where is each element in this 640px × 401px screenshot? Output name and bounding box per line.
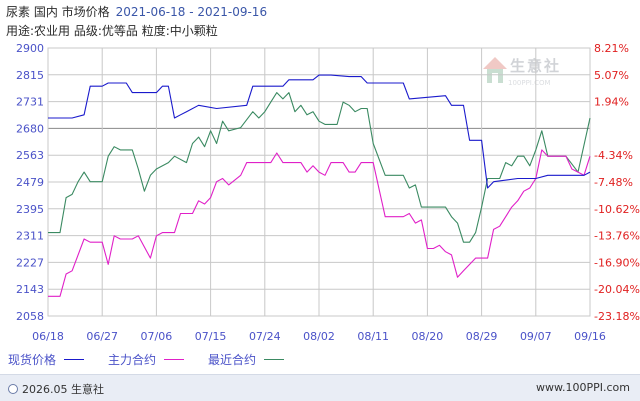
series-line-spot-price [48, 74, 591, 189]
y-right-tick-label: -7.48% [594, 176, 633, 189]
copyright-text: 2026.05 生意社 [8, 381, 104, 397]
watermark-text: 生意社 [510, 57, 562, 75]
y-right-tick-label: 1.94% [594, 96, 629, 109]
y-right-tick-label: 8.21% [594, 42, 629, 55]
x-tick-label: 07/24 [249, 330, 281, 343]
series-line-latest-contract [48, 92, 591, 243]
legend: 现货价格 主力合约 最近合约 [8, 351, 308, 368]
y-right-tick-label: 5.07% [594, 69, 629, 82]
site-link[interactable]: www.100PPI.com [536, 381, 630, 394]
copyright-icon [8, 384, 18, 394]
y-left-tick-label: 2815 [16, 69, 44, 82]
y-left-tick-label: 2311 [16, 230, 44, 243]
x-tick-label: 07/06 [141, 330, 173, 343]
footer-bar: 2026.05 生意社 www.100PPI.com [0, 374, 640, 401]
chart-title: 尿素 国内 市场价格 2021-06-18 - 2021-09-16 [6, 3, 267, 20]
y-right-tick-label: -23.18% [594, 310, 640, 323]
y-right-tick-label: -16.90% [594, 256, 640, 269]
y-right-tick-label: -20.04% [594, 283, 640, 296]
date-range: 2021-06-18 - 2021-09-16 [115, 5, 268, 19]
y-left-tick-label: 2900 [16, 42, 44, 55]
watermark-url: 100PPI.COM [508, 79, 551, 87]
chart-title-text: 尿素 国内 市场价格 [6, 5, 110, 19]
x-tick-label: 09/07 [520, 330, 552, 343]
y-left-tick-label: 2563 [16, 149, 44, 162]
x-tick-label: 08/02 [303, 330, 335, 343]
x-tick-label: 08/11 [357, 330, 389, 343]
series-line-main-contract [48, 149, 591, 297]
legend-swatch [264, 359, 285, 360]
legend-label: 主力合约 [108, 353, 157, 367]
watermark-logo: 生意社 100PPI.COM [482, 55, 578, 95]
chart-subtitle: 用途:农业用 品级:优等品 粒度:中小颗粒 [6, 24, 218, 38]
legend-label: 最近合约 [208, 353, 257, 367]
x-tick-label: 07/15 [195, 330, 227, 343]
y-left-tick-label: 2227 [16, 256, 44, 269]
copyright-label: 2026.05 生意社 [22, 383, 104, 396]
house-logo-icon [483, 57, 507, 83]
y-left-tick-label: 2058 [16, 310, 44, 323]
x-tick-label: 09/16 [574, 330, 606, 343]
legend-swatch [64, 359, 85, 360]
x-tick-label: 08/29 [466, 330, 498, 343]
legend-label: 现货价格 [8, 353, 57, 367]
y-left-tick-label: 2395 [16, 203, 44, 216]
y-right-tick-label: -10.62% [594, 203, 640, 216]
legend-swatch [164, 359, 185, 360]
x-tick-label: 08/20 [412, 330, 444, 343]
y-right-tick-label: -4.34% [594, 149, 633, 162]
x-tick-label: 06/27 [86, 330, 118, 343]
y-left-tick-label: 2143 [16, 283, 44, 296]
x-tick-label: 06/18 [32, 330, 64, 343]
y-left-tick-label: 2731 [16, 96, 44, 109]
y-left-tick-label: 2479 [16, 176, 44, 189]
y-right-tick-label: -13.76% [594, 230, 640, 243]
y-left-tick-label: 2680 [16, 122, 44, 135]
